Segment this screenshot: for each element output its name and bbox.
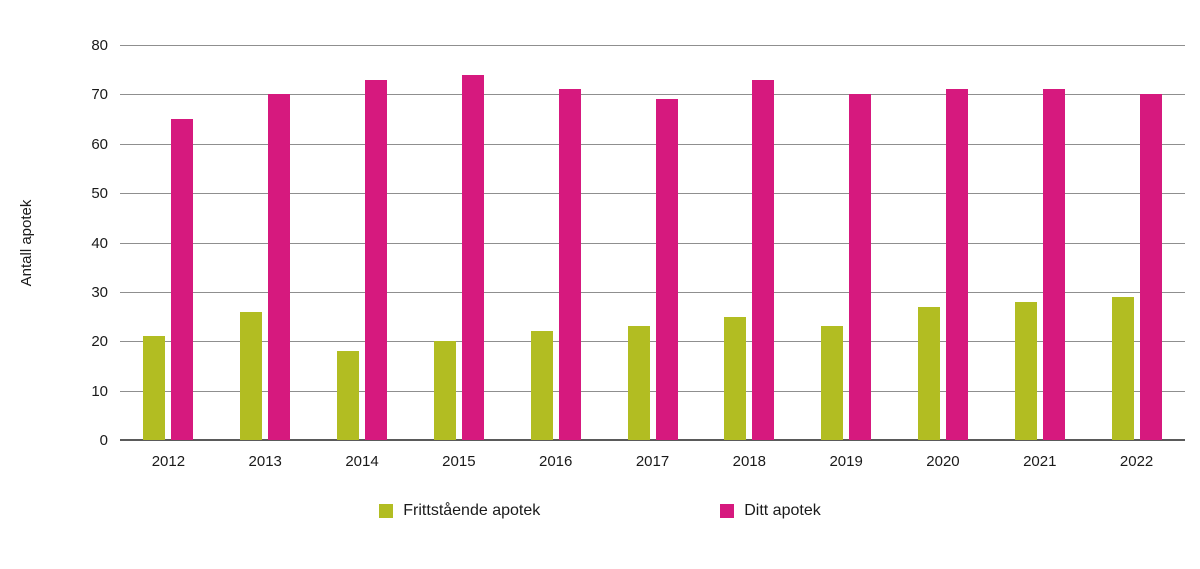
gridline (120, 94, 1185, 96)
legend-label: Ditt apotek (744, 502, 821, 519)
y-tick-label: 50 (91, 185, 108, 203)
bar-ditt-apotek-2020 (945, 89, 968, 440)
bar-ditt-apotek-2016 (558, 89, 581, 440)
legend: Frittstående apotek Ditt apotek (0, 502, 1200, 520)
x-tick-label: 2014 (345, 453, 379, 470)
y-tick-label: 10 (91, 382, 108, 400)
y-tick-label: 20 (91, 333, 108, 351)
gridline (120, 193, 1185, 195)
bar-ditt-apotek-2021 (1042, 89, 1065, 440)
x-tick-label: 2012 (151, 453, 186, 470)
gridline (120, 242, 1185, 244)
gridline (120, 390, 1185, 392)
x-axis-line (120, 439, 1185, 441)
bar-ditt-apotek-2017 (655, 99, 678, 440)
y-axis-title: Antall apotek (18, 199, 35, 287)
bar-frittst-ende-apotek-2021 (1014, 301, 1037, 440)
x-tick-label: 2021 (1023, 453, 1057, 470)
x-tick-label: 2019 (829, 453, 863, 470)
y-tick-label: 0 (99, 432, 108, 449)
x-tick-label: 2017 (635, 453, 670, 470)
bar-frittst-ende-apotek-2012 (143, 336, 166, 440)
legend-item: Frittstående apotek (379, 502, 540, 520)
y-tick-label: 30 (91, 283, 108, 301)
legend-label: Frittstående apotek (403, 502, 541, 519)
x-tick-label: 2020 (926, 453, 960, 470)
x-tick-label: 2016 (538, 453, 573, 470)
bar-frittst-ende-apotek-2019 (821, 326, 844, 440)
bar-frittst-ende-apotek-2014 (337, 351, 360, 440)
gridline (120, 143, 1185, 145)
y-tick-label: 70 (91, 86, 108, 104)
bar-frittst-ende-apotek-2020 (917, 306, 940, 440)
gridline (120, 341, 1185, 343)
gridline (120, 291, 1185, 293)
bar-ditt-apotek-2015 (461, 74, 484, 440)
bar-frittst-ende-apotek-2016 (530, 331, 553, 440)
bar-frittst-ende-apotek-2017 (627, 326, 650, 440)
x-tick-label: 2013 (248, 453, 282, 470)
bar-ditt-apotek-2012 (171, 119, 194, 440)
bar-ditt-apotek-2022 (1139, 94, 1162, 440)
y-tick-label: 40 (91, 234, 108, 252)
legend-swatch-icon (379, 504, 394, 518)
y-tick-label: 80 (91, 37, 108, 54)
bar-ditt-apotek-2019 (849, 94, 872, 440)
bar-ditt-apotek-2013 (268, 94, 291, 440)
bar-ditt-apotek-2014 (365, 79, 388, 440)
gridline (120, 45, 1185, 46)
legend-item: Ditt apotek (720, 502, 821, 520)
bar-frittst-ende-apotek-2015 (433, 341, 456, 440)
bar-frittst-ende-apotek-2018 (724, 316, 747, 440)
legend-swatch-icon (720, 504, 735, 518)
bar-frittst-ende-apotek-2013 (240, 311, 263, 440)
bar-frittst-ende-apotek-2022 (1111, 296, 1134, 440)
x-tick-label: 2022 (1119, 453, 1154, 470)
x-tick-label: 2015 (442, 453, 476, 470)
bar-ditt-apotek-2018 (752, 79, 775, 440)
x-tick-label: 2018 (732, 453, 766, 470)
y-tick-label: 60 (91, 135, 108, 153)
